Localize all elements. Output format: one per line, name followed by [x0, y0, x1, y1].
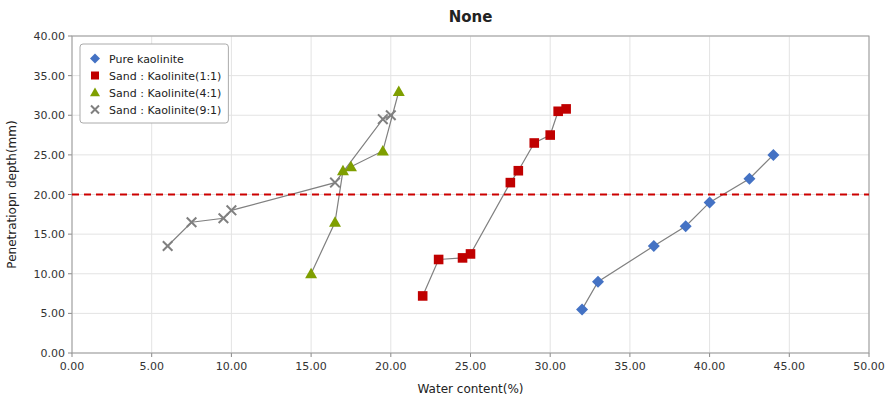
tick	[311, 353, 312, 357]
point	[561, 104, 571, 114]
tick	[550, 353, 551, 357]
tick-label: 10.00	[34, 268, 66, 281]
point	[592, 276, 604, 288]
tick	[68, 115, 72, 116]
grid-line	[72, 154, 869, 155]
legend-marker	[90, 88, 100, 97]
tick-label: 35.00	[614, 360, 646, 373]
tick	[390, 353, 391, 357]
tick	[68, 353, 72, 354]
legend-label: Sand : Kaolinite(1:1)	[109, 70, 221, 83]
axes: 0.00 5.00 10.00 15.00 20.00 25.00 30.00 35.00 40…	[34, 30, 885, 373]
tick-label: 40.00	[34, 30, 66, 43]
grid-line	[72, 234, 869, 235]
point	[305, 268, 317, 279]
point	[330, 178, 340, 188]
point	[434, 255, 444, 265]
point	[377, 145, 389, 156]
tick-label: 20.00	[375, 360, 407, 373]
tick	[709, 353, 710, 357]
point	[529, 138, 539, 148]
tick-label: 0.00	[60, 360, 85, 373]
series-line	[168, 115, 391, 246]
tick	[629, 353, 630, 357]
y-axis-label: Penetratiopn depth(mm)	[5, 120, 19, 268]
grid-line	[72, 194, 869, 195]
point	[163, 241, 173, 251]
tick	[72, 353, 73, 357]
tick-label: 0.00	[41, 347, 66, 360]
point	[704, 196, 716, 208]
legend-frame	[80, 44, 228, 123]
tick	[68, 234, 72, 235]
tick	[789, 353, 790, 357]
tick	[68, 36, 72, 37]
point	[576, 303, 588, 315]
point	[393, 85, 405, 96]
tick	[68, 154, 72, 155]
legend: Pure kaolinite Sand : Kaolinite(1:1) Sand …	[80, 44, 228, 123]
legend-label: Sand : Kaolinite(4:1)	[109, 87, 221, 100]
tick-label: 40.00	[694, 360, 726, 373]
x-axis-label: Water content(%)	[418, 382, 524, 396]
point	[545, 130, 555, 140]
series-line	[311, 91, 399, 273]
legend-label: Sand : Kaolinite(9:1)	[109, 104, 221, 117]
tick	[231, 353, 232, 357]
point	[329, 216, 341, 227]
tick-label: 15.00	[34, 228, 66, 241]
legend-marker	[90, 54, 100, 64]
tick-label: 5.00	[139, 360, 164, 373]
tick-label: 5.00	[41, 307, 66, 320]
point	[227, 206, 237, 216]
legend-label: Pure kaolinite	[109, 53, 184, 66]
point	[187, 217, 197, 227]
point	[514, 166, 524, 176]
point	[648, 240, 660, 252]
point	[466, 249, 476, 259]
chart: 0.00 5.00 10.00 15.00 20.00 25.00 30.00 35.00 40…	[0, 0, 891, 405]
tick-label: 35.00	[34, 70, 66, 83]
tick	[869, 353, 870, 357]
point	[743, 173, 755, 185]
grid	[72, 36, 869, 353]
tick-label: 30.00	[34, 109, 66, 122]
series-line	[582, 155, 773, 310]
legend-marker	[91, 72, 99, 80]
tick-label: 25.00	[34, 149, 66, 162]
tick	[68, 313, 72, 314]
tick	[68, 75, 72, 76]
tick	[151, 353, 152, 357]
point	[506, 178, 516, 188]
tick	[470, 353, 471, 357]
tick-label: 15.00	[295, 360, 327, 373]
point	[345, 161, 357, 172]
tick-label: 10.00	[216, 360, 248, 373]
point	[386, 110, 396, 120]
grid-line	[72, 313, 869, 314]
reference-line	[72, 194, 869, 196]
plot-frame	[72, 36, 869, 353]
tick	[68, 273, 72, 274]
point	[418, 291, 428, 301]
grid-line	[72, 273, 869, 274]
tick-label: 25.00	[455, 360, 487, 373]
point	[680, 220, 692, 232]
series-line	[423, 109, 566, 296]
tick-label: 45.00	[774, 360, 806, 373]
tick-label: 50.00	[853, 360, 885, 373]
tick-label: 20.00	[34, 189, 66, 202]
title: None	[449, 8, 493, 26]
legend-marker	[91, 106, 99, 114]
tick	[68, 194, 72, 195]
point	[767, 149, 779, 161]
tick-label: 30.00	[534, 360, 566, 373]
